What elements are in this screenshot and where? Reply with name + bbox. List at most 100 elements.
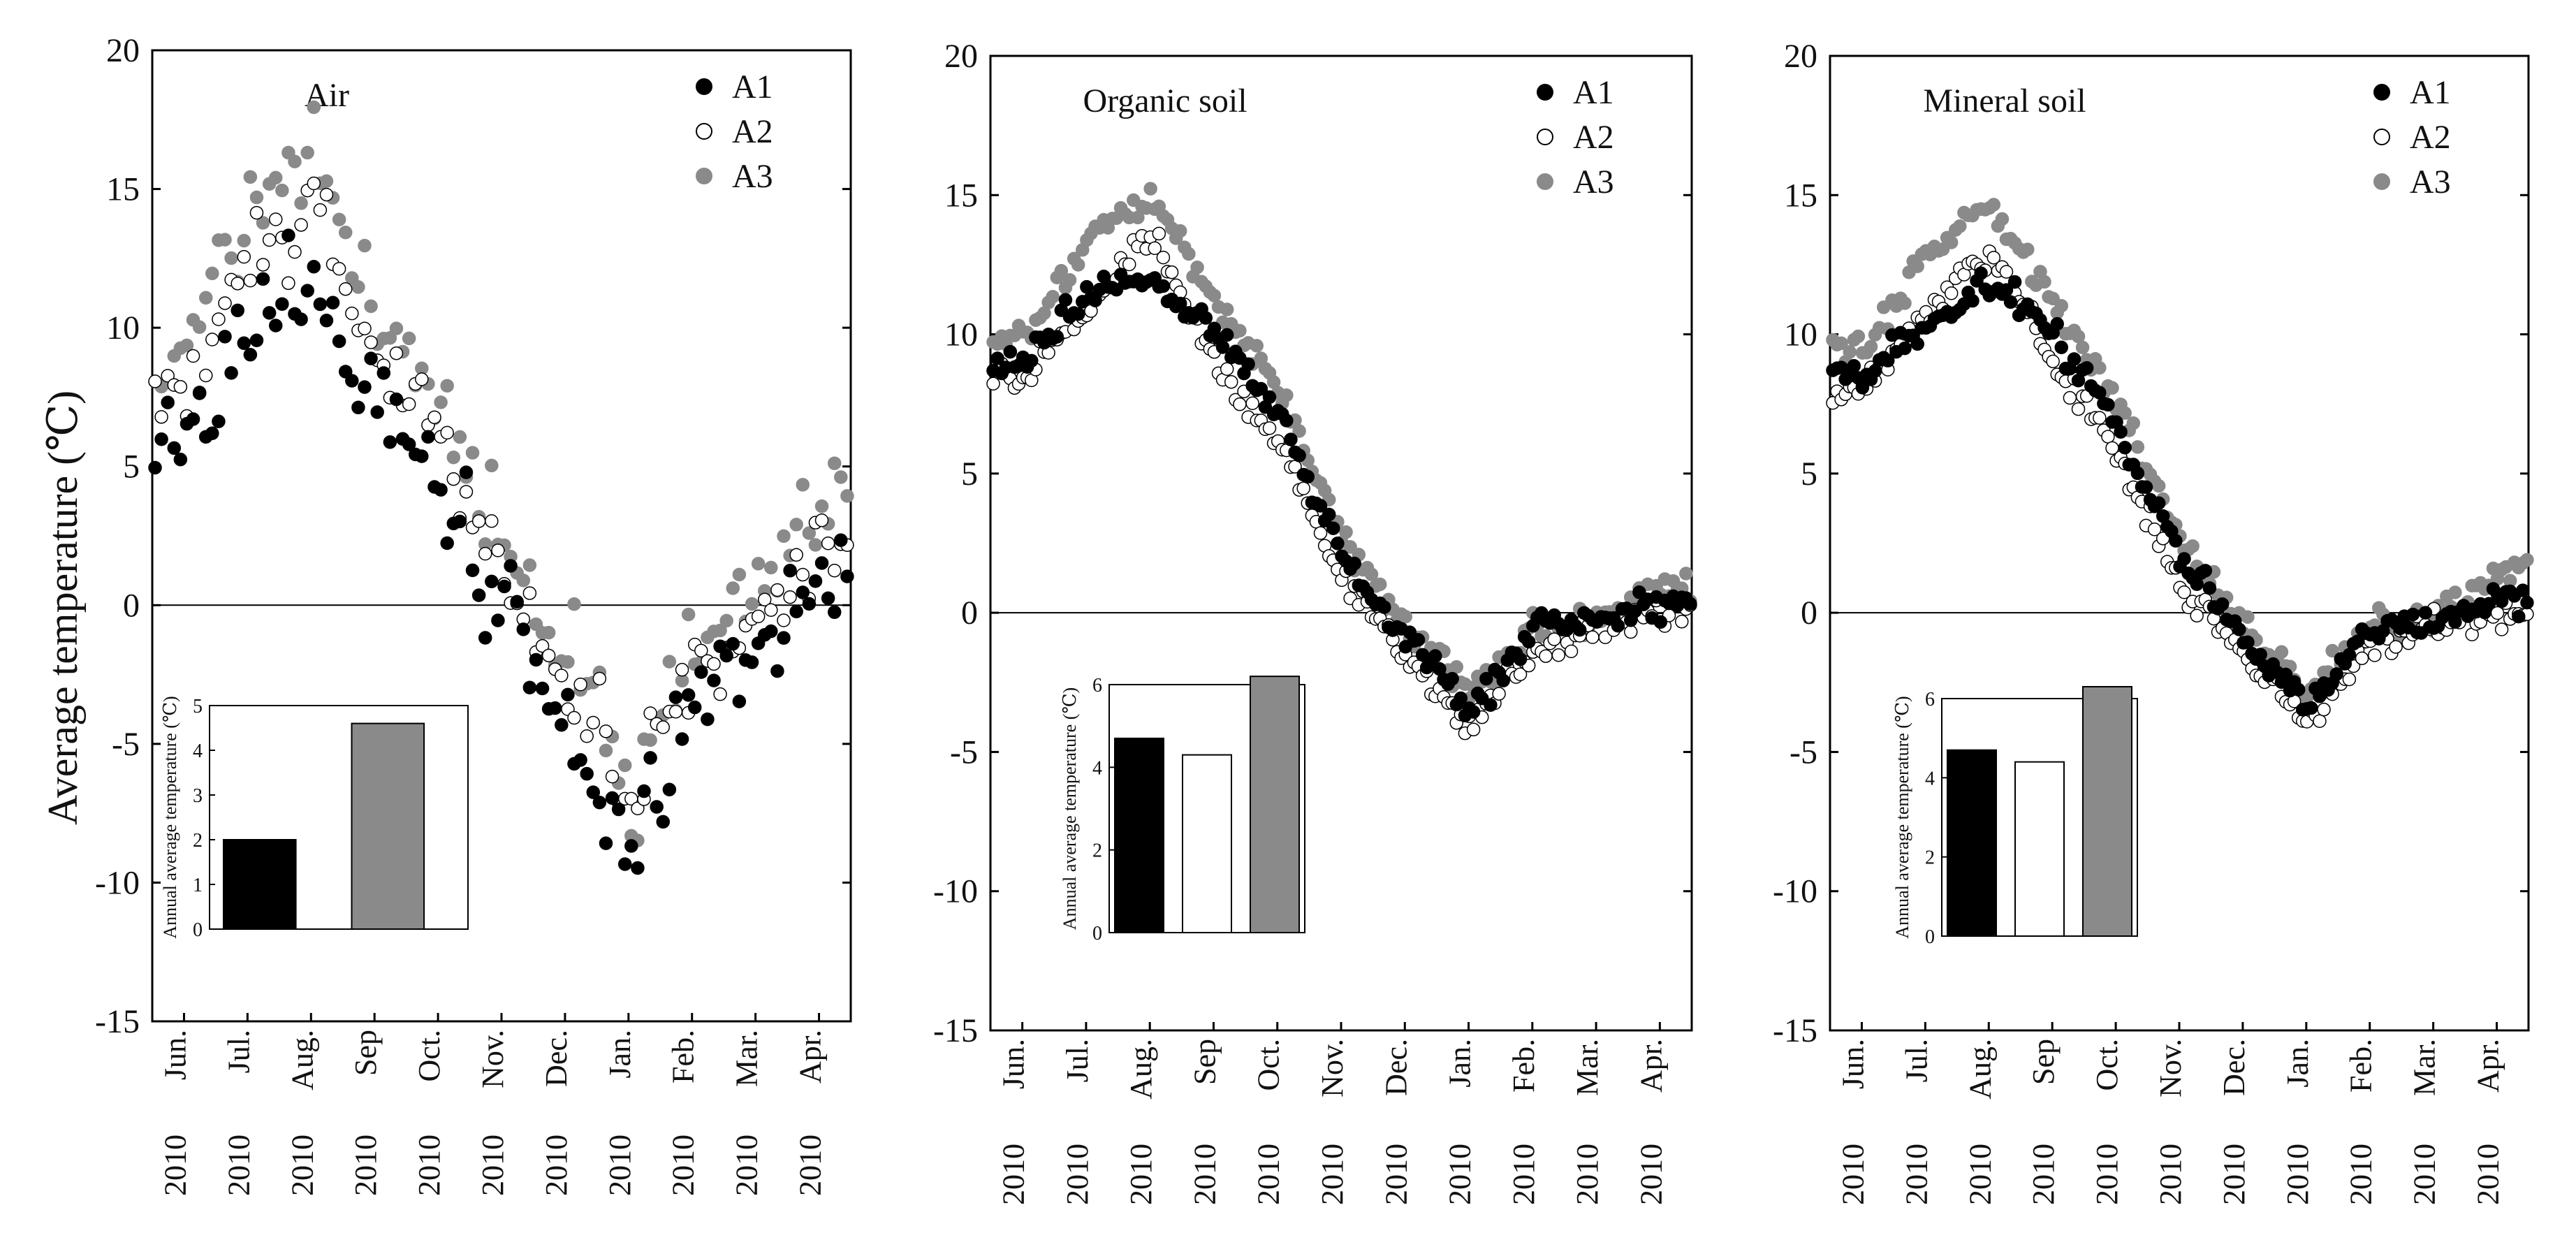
- data-point: [2520, 553, 2534, 567]
- inset-y-label: Annual average temperature (℃): [160, 696, 180, 938]
- inset-y-tick-label: 4: [193, 740, 203, 762]
- legend-label-A1: A1: [732, 68, 773, 105]
- y-tick-label: 5: [1801, 455, 1817, 493]
- x-tick-label: Nov.: [2153, 1039, 2188, 1097]
- x-tick-label-year: 2010: [730, 1134, 764, 1196]
- data-point: [2021, 242, 2035, 256]
- data-point: [2037, 275, 2051, 289]
- x-tick-label-year: 2010: [1252, 1144, 1286, 1205]
- x-tick-label-year: 2010: [1899, 1144, 1933, 1205]
- data-point: [1143, 182, 1157, 196]
- y-tick-label: 15: [944, 177, 978, 214]
- data-point: [2304, 701, 2318, 715]
- y-tick-label: 15: [1784, 177, 1817, 214]
- data-point: [186, 412, 200, 426]
- data-point: [662, 782, 677, 796]
- data-point: [840, 569, 854, 583]
- data-point: [1864, 340, 1878, 354]
- data-point: [1233, 397, 1247, 411]
- y-tick-label: -15: [933, 1012, 978, 1049]
- data-point: [719, 648, 733, 663]
- data-point: [1339, 525, 1353, 539]
- data-point: [161, 395, 175, 409]
- series-A1: [148, 228, 854, 875]
- x-tick-label-group: Nov. 2010: [1315, 1039, 1349, 1205]
- data-point: [465, 563, 480, 578]
- y-tick-label: 20: [944, 38, 978, 75]
- data-point: [1851, 329, 1866, 344]
- legend-marker-A1: [2373, 84, 2390, 101]
- x-tick-label-group: Feb. 2010: [2344, 1039, 2378, 1205]
- data-point: [732, 567, 747, 582]
- x-tick-label-group: Jul. 2010: [1060, 1039, 1095, 1205]
- data-point: [2190, 608, 2204, 623]
- data-point: [1586, 630, 1600, 644]
- data-point: [2126, 416, 2141, 430]
- data-point: [1296, 481, 1310, 495]
- legend-label-A3: A3: [2410, 163, 2451, 200]
- data-point: [662, 655, 677, 669]
- data-point: [2494, 622, 2509, 636]
- data-point: [415, 449, 429, 463]
- data-point: [796, 585, 810, 599]
- x-tick-label-group: Jul. 2010: [221, 1030, 256, 1196]
- data-point: [192, 320, 207, 334]
- data-point: [1224, 374, 1238, 389]
- legend-marker-A3: [696, 168, 712, 184]
- data-point: [376, 366, 391, 380]
- data-point: [2325, 643, 2339, 658]
- data-point: [2075, 340, 2090, 355]
- x-tick-label-group: Dec. 2010: [2217, 1039, 2251, 1205]
- data-point: [1674, 615, 1689, 629]
- y-tick-label: 10: [106, 309, 140, 346]
- data-point: [370, 405, 384, 419]
- data-point: [268, 170, 283, 185]
- data-point: [2071, 402, 2086, 416]
- legend-label-A2: A2: [732, 113, 773, 150]
- data-point: [1173, 224, 1187, 238]
- x-tick-label-group: Mar. 2010: [1570, 1039, 1604, 1205]
- x-tick-label-group: Feb. 2010: [1507, 1039, 1541, 1205]
- x-tick-label: Jun.: [997, 1039, 1031, 1089]
- x-tick-label: Feb.: [2344, 1039, 2378, 1093]
- data-point: [2050, 316, 2064, 331]
- data-point: [656, 815, 671, 829]
- x-tick-label: Jan.: [1443, 1039, 1477, 1088]
- data-point: [440, 379, 454, 393]
- data-point: [148, 460, 162, 475]
- data-point: [827, 456, 842, 470]
- data-point: [1999, 265, 2014, 279]
- data-point: [713, 623, 727, 638]
- inset-y-label: Annual average temperature (℃): [1892, 696, 1912, 938]
- data-point: [580, 729, 594, 743]
- x-tick-label: Mar.: [730, 1030, 764, 1087]
- data-point: [2130, 440, 2145, 454]
- data-point: [358, 238, 372, 253]
- data-point: [1313, 499, 1328, 513]
- y-tick-label: 0: [1801, 594, 1817, 632]
- data-point: [459, 485, 474, 499]
- x-tick-label-group: Aug. 2010: [1124, 1039, 1158, 1205]
- data-point: [599, 724, 613, 738]
- inset-chart: 0 1 2 3 4 5 Annual average temperature (℃): [160, 696, 469, 941]
- data-point: [1364, 567, 1379, 581]
- data-point: [2177, 585, 2191, 599]
- series-A2: [148, 176, 854, 816]
- data-point: [1479, 671, 1493, 686]
- data-point: [561, 655, 575, 669]
- data-point: [243, 170, 258, 184]
- data-point: [389, 346, 404, 360]
- legend-marker-A2: [696, 123, 712, 140]
- data-point: [770, 664, 784, 678]
- data-point: [249, 333, 264, 347]
- data-point: [2177, 552, 2191, 566]
- data-point: [1326, 521, 1340, 535]
- data-point: [1898, 296, 1912, 310]
- y-tick-label: 0: [961, 594, 978, 632]
- data-point: [580, 766, 594, 781]
- inset-y-tick-label: 0: [1925, 926, 1935, 948]
- x-tick-label-group: Dec. 2010: [539, 1030, 573, 1196]
- x-tick-label: Sep: [2026, 1039, 2061, 1085]
- data-point: [1377, 600, 1391, 614]
- x-tick-label-group: Jun. 2010: [158, 1030, 192, 1196]
